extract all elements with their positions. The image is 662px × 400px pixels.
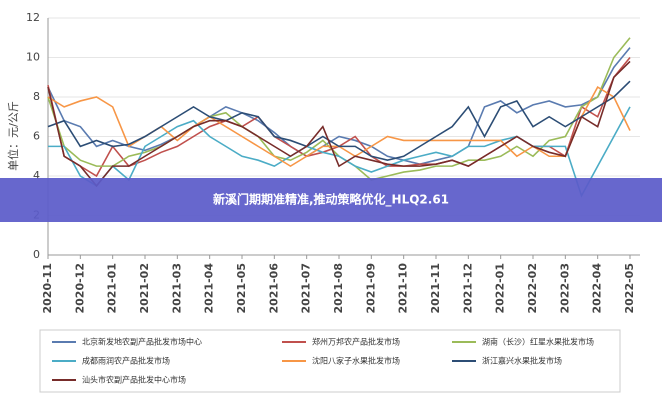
x-tick-label: 2022-01 [494, 263, 507, 314]
legend-label: 郑州万邦农产品批发市场 [312, 337, 400, 347]
x-tick-label: 2020-12 [73, 263, 86, 314]
series-line [47, 47, 631, 165]
x-tick-label: 2021-08 [332, 263, 345, 314]
series-line [47, 60, 631, 188]
legend-box [39, 329, 621, 393]
legend-label: 浙江嘉兴水果批发市场 [482, 356, 562, 366]
x-tick-label: 2021-11 [429, 263, 442, 314]
x-tick-label: 2021-06 [267, 263, 280, 314]
y-tick-label: 6 [33, 130, 40, 143]
x-tick-label: 2021-12 [461, 263, 474, 314]
x-tick-label: 2021-07 [300, 263, 313, 314]
banner-bg [0, 178, 662, 222]
y-tick-label: 8 [33, 90, 40, 103]
x-tick-label: 2021-04 [203, 263, 216, 314]
legend-label: 湖南（长沙）红星水果批发市场 [482, 337, 594, 347]
x-tick-label: 2021-03 [170, 263, 183, 314]
series-line [47, 37, 631, 181]
y-tick-label: 12 [26, 11, 40, 24]
x-tick-label: 2022-04 [591, 263, 604, 314]
series-line [47, 56, 631, 178]
x-tick-label: 2022-02 [526, 263, 539, 314]
legend-label: 成都雨润农产品批发市场 [82, 356, 170, 366]
x-tick-label: 2020-11 [41, 263, 54, 314]
series-line [47, 80, 631, 162]
legend-label: 汕头市农副产品批发中心市场 [82, 375, 186, 385]
x-tick-label: 2021-05 [235, 263, 248, 314]
y-tick-label: 10 [26, 51, 40, 64]
y-tick-label: 0 [33, 248, 40, 261]
x-tick-label: 2021-09 [364, 263, 377, 314]
y-tick-label: 4 [33, 169, 40, 182]
banner-text: 新溪门期期准精准,推动策略优化_HLQ2.61 [213, 192, 449, 208]
x-tick-label: 2021-02 [138, 263, 151, 314]
x-tick-label: 2022-03 [558, 263, 571, 314]
x-tick-label: 2021-10 [397, 263, 410, 314]
y-axis-title: 单位：元/公斤 [6, 101, 20, 171]
x-tick-label: 2021-01 [106, 263, 119, 314]
legend-label: 北京新发地农副产品批发市场中心 [82, 337, 202, 347]
x-tick-label: 2022-05 [623, 263, 636, 314]
legend-label: 沈阳八家子水果批发市场 [312, 356, 400, 366]
